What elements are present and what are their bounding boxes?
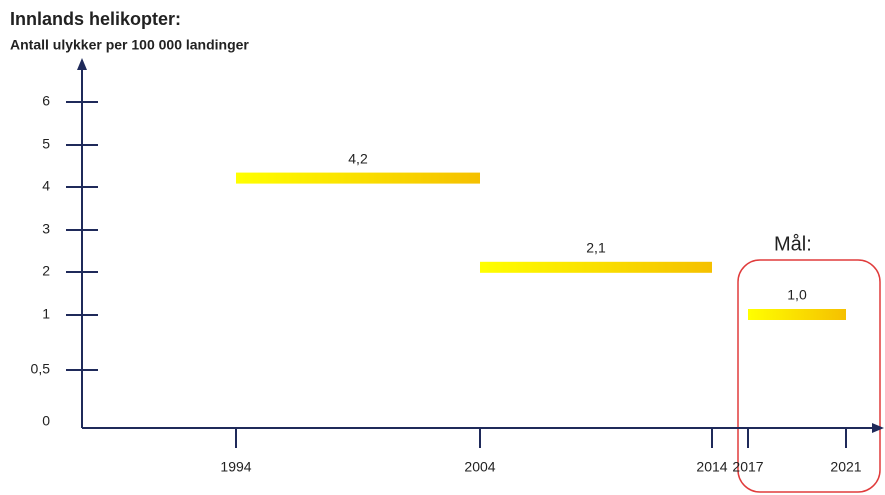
x-tick-label: 2021: [830, 459, 861, 475]
x-tick-label: 2017: [732, 459, 763, 475]
data-label: 1,0: [787, 287, 807, 303]
y-tick-label: 2: [42, 263, 50, 279]
y-tick-label: 1: [42, 306, 50, 322]
chart-title: Innlands helikopter:: [10, 9, 181, 29]
bar: [236, 172, 480, 184]
x-tick-label: 1994: [220, 459, 251, 475]
bar: [748, 309, 846, 320]
y-tick-label: 4: [42, 178, 50, 194]
y-tick-label: 0,5: [31, 361, 51, 377]
x-axis-arrow: [872, 423, 884, 433]
annotation: Mål:: [774, 233, 812, 255]
goal-box: [737, 259, 881, 493]
y-axis-arrow: [77, 58, 87, 70]
y-tick-label: 6: [42, 93, 50, 109]
data-label: 2,1: [586, 240, 606, 256]
y-tick-label: 0: [42, 413, 50, 429]
bar: [480, 261, 712, 273]
y-tick-label: 5: [42, 136, 50, 152]
y-axis-label: Antall ulykker per 100 000 landinger: [10, 37, 249, 53]
y-tick-label: 3: [42, 221, 50, 237]
data-label: 4,2: [348, 150, 368, 166]
x-tick-label: 2004: [464, 459, 495, 475]
x-tick-label: 2014: [696, 459, 727, 475]
